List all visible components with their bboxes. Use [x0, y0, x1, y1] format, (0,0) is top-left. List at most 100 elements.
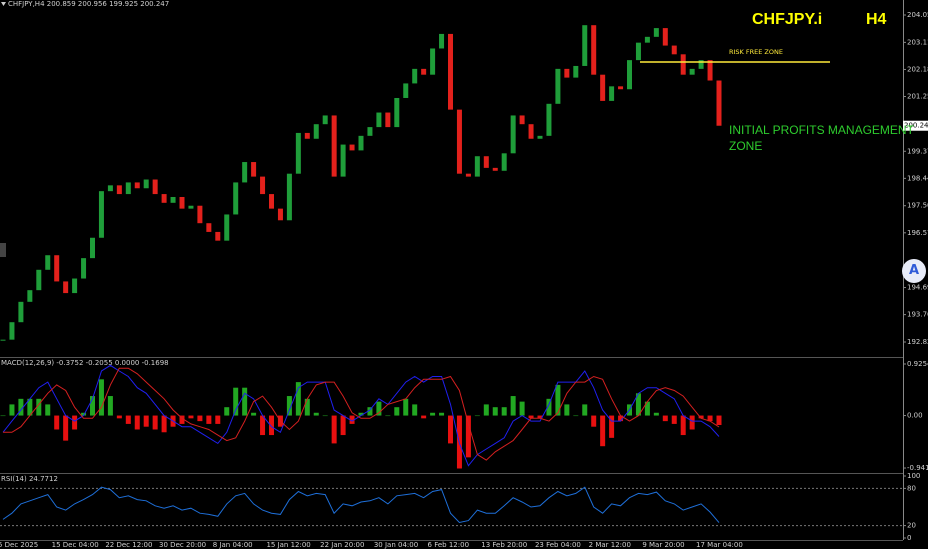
candle: [197, 205, 203, 224]
y-tick-label: 0: [907, 534, 911, 542]
candle: [72, 278, 78, 294]
candle: [45, 255, 51, 270]
histogram-bar: [27, 398, 33, 416]
candle: [277, 208, 283, 221]
y-tick-label: 203.110: [907, 38, 928, 46]
y-tick-label: 198.440: [907, 174, 928, 182]
candle: [224, 214, 230, 241]
histogram-bar: [492, 407, 498, 416]
candle: [54, 255, 60, 282]
histogram-bar: [63, 415, 69, 441]
candle: [653, 28, 659, 37]
candle: [251, 162, 257, 177]
histogram-bar: [689, 415, 695, 430]
candle: [609, 86, 615, 101]
histogram-bar: [421, 415, 427, 419]
y-tick-label: 199.370: [907, 147, 928, 155]
histogram-bar: [224, 407, 230, 416]
x-tick-label: 23 Feb 04:00: [535, 541, 581, 549]
histogram-bar: [474, 415, 480, 417]
histogram-bar: [385, 415, 391, 417]
candle: [591, 25, 597, 75]
candle: [322, 115, 328, 125]
histogram-bar: [134, 415, 140, 430]
side-handle: [0, 243, 6, 257]
histogram-bar: [662, 415, 668, 422]
histogram-bar: [430, 412, 436, 416]
candle: [179, 196, 185, 209]
histogram-bar: [72, 415, 78, 430]
histogram-bar: [716, 415, 722, 426]
histogram-bar: [564, 404, 570, 416]
symbol-label: CHFJPY.i: [752, 11, 822, 28]
histogram-bar: [510, 396, 516, 416]
candle: [412, 68, 418, 84]
candle: [448, 33, 453, 110]
histogram-bar: [671, 415, 677, 424]
candle: [546, 103, 552, 136]
candle: [18, 301, 24, 323]
candle: [439, 33, 445, 49]
histogram-bar: [465, 415, 471, 458]
candle: [600, 74, 606, 101]
candle: [474, 156, 480, 177]
histogram-bar: [18, 398, 24, 416]
candle: [367, 127, 373, 136]
y-tick-label: 204.050: [907, 11, 928, 19]
y-tick-label: 0.00: [907, 412, 923, 420]
candle: [349, 144, 355, 151]
x-tick-label: 15 Jan 12:00: [266, 541, 310, 549]
y-tick-label: 194.690: [907, 284, 928, 292]
histogram-bar: [197, 415, 203, 422]
candle: [394, 97, 400, 128]
candle: [421, 68, 427, 75]
histogram-bar: [618, 415, 624, 422]
candle: [358, 135, 364, 151]
candle: [501, 153, 507, 171]
candle: [107, 185, 113, 192]
histogram-bar: [376, 401, 382, 416]
main-header: CHFJPY,H4 200.859 200.956 199.925 200.24…: [8, 0, 169, 8]
x-tick-label: 13 Feb 20:00: [481, 541, 527, 549]
y-tick-label: 202.180: [907, 65, 928, 73]
candle: [519, 115, 525, 125]
histogram-bar: [152, 415, 158, 430]
candle: [707, 60, 713, 81]
x-tick-label: 22 Dec 12:00: [105, 541, 152, 549]
histogram-bar: [143, 415, 149, 427]
histogram-bar: [45, 404, 51, 416]
histogram-bar: [286, 396, 292, 416]
histogram-bar: [349, 415, 355, 424]
y-tick-label: 196.570: [907, 229, 928, 237]
candle: [269, 194, 274, 209]
candle: [510, 115, 516, 154]
histogram-bar: [206, 415, 212, 424]
candle: [215, 231, 221, 241]
y-tick-label: 0.9254: [907, 360, 928, 368]
histogram-bar: [367, 407, 373, 416]
histogram-bar: [403, 398, 409, 416]
histogram-bar: [439, 412, 445, 416]
x-tick-label: 15 Dec 04:00: [52, 541, 99, 549]
candle: [627, 60, 632, 90]
histogram-bar: [582, 404, 588, 416]
candle: [483, 156, 489, 168]
histogram-bar: [448, 415, 453, 444]
candle: [143, 179, 149, 189]
indicator-line: [3, 367, 720, 461]
candle: [564, 68, 570, 78]
macd-header: MACD(12,26,9) -0.3752 -0.2055 0.0000 -0.…: [1, 359, 169, 367]
assistant-button[interactable]: A: [902, 259, 926, 283]
candle: [582, 25, 588, 66]
histogram-bar: [81, 412, 87, 416]
histogram-bar: [501, 407, 507, 416]
histogram-bar: [90, 396, 95, 416]
histogram-bar: [698, 415, 704, 419]
candle: [555, 68, 561, 104]
histogram-bar: [340, 415, 346, 436]
histogram-bar: [483, 404, 489, 416]
x-tick-label: 30 Dec 20:00: [159, 541, 206, 549]
histogram-bar: [653, 412, 659, 416]
candle: [295, 132, 301, 174]
